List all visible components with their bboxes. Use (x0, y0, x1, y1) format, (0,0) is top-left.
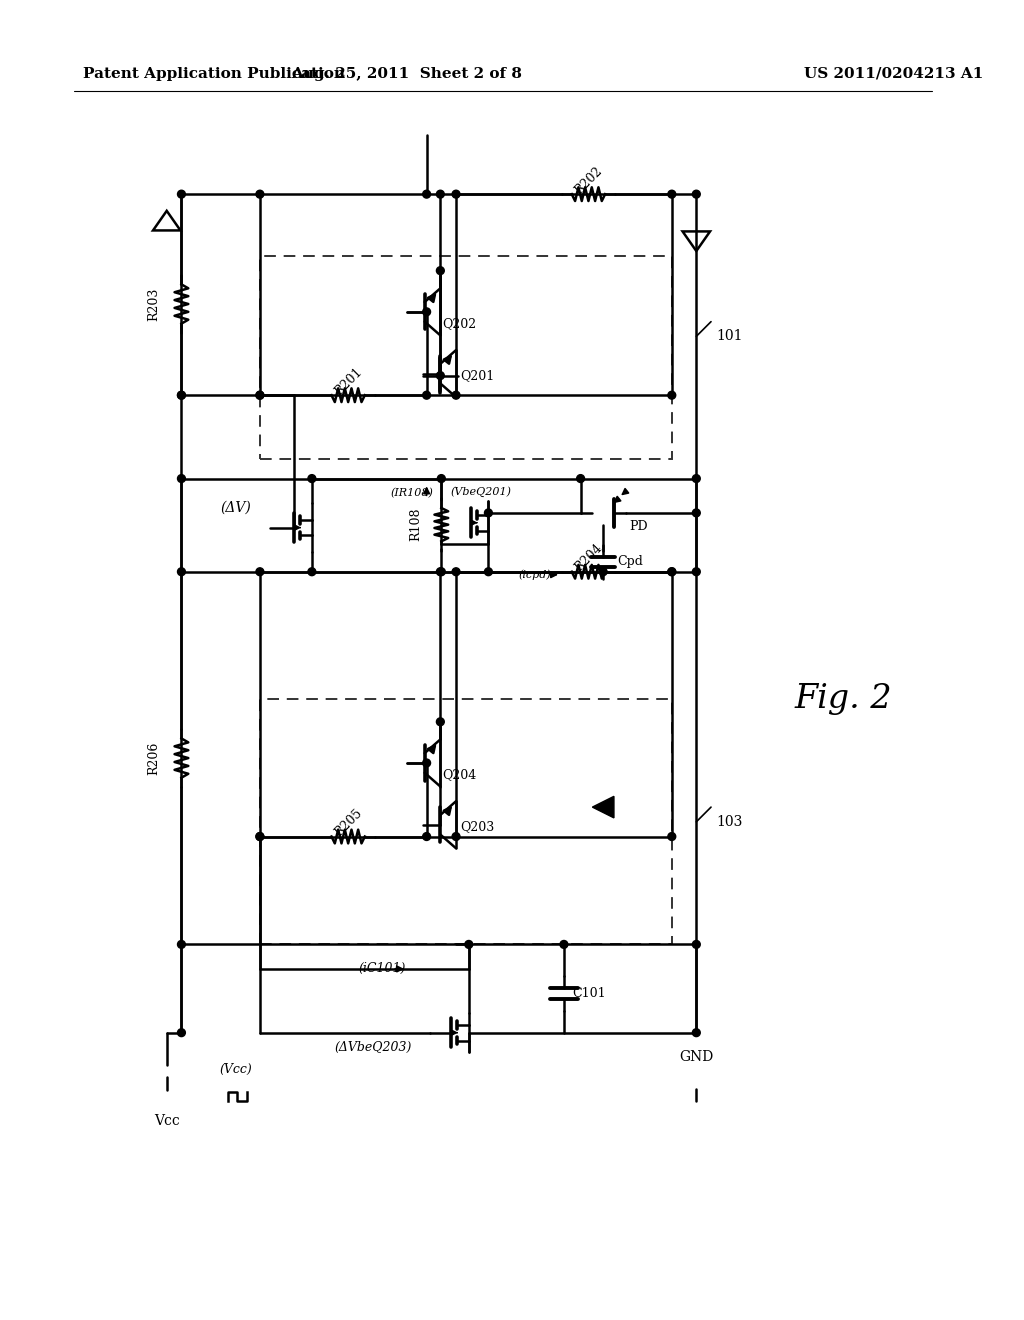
Circle shape (423, 391, 430, 399)
Text: US 2011/0204213 A1: US 2011/0204213 A1 (804, 66, 984, 81)
Text: PD: PD (630, 520, 648, 533)
Text: Q203: Q203 (460, 820, 495, 833)
Circle shape (465, 940, 473, 948)
Circle shape (256, 833, 264, 841)
Text: R202: R202 (572, 164, 605, 197)
Circle shape (437, 475, 445, 483)
Circle shape (437, 568, 445, 576)
Text: Vcc: Vcc (154, 1114, 179, 1129)
Text: (ΔV): (ΔV) (220, 502, 251, 515)
Text: Cpd: Cpd (616, 556, 643, 569)
Circle shape (453, 568, 460, 576)
Circle shape (256, 391, 264, 399)
Circle shape (177, 391, 185, 399)
Circle shape (692, 475, 700, 483)
Circle shape (692, 1028, 700, 1036)
Polygon shape (592, 796, 614, 818)
Text: (ΔVbeQ203): (ΔVbeQ203) (334, 1041, 412, 1053)
Circle shape (177, 475, 185, 483)
Circle shape (577, 475, 585, 483)
Text: R203: R203 (147, 288, 161, 321)
Circle shape (256, 568, 264, 576)
Text: R205: R205 (332, 807, 365, 840)
Text: (Vcc): (Vcc) (219, 1064, 252, 1076)
Text: Q204: Q204 (442, 768, 476, 781)
Bar (260, 256, 672, 459)
Circle shape (692, 510, 700, 517)
Circle shape (692, 568, 700, 576)
Circle shape (423, 190, 430, 198)
Text: Q201: Q201 (460, 370, 495, 381)
Circle shape (436, 190, 444, 198)
Circle shape (308, 568, 315, 576)
Circle shape (177, 568, 185, 576)
Circle shape (668, 190, 676, 198)
Circle shape (484, 510, 493, 517)
Circle shape (484, 568, 493, 576)
Circle shape (668, 391, 676, 399)
Text: C101: C101 (571, 987, 605, 1001)
Text: 101: 101 (716, 330, 742, 343)
Text: Fig. 2: Fig. 2 (795, 684, 892, 715)
Circle shape (256, 391, 264, 399)
Circle shape (453, 833, 460, 841)
Circle shape (256, 833, 264, 841)
Text: R108: R108 (410, 508, 422, 541)
Circle shape (436, 718, 444, 726)
Circle shape (668, 833, 676, 841)
Circle shape (423, 759, 430, 767)
Circle shape (436, 372, 444, 380)
Circle shape (453, 190, 460, 198)
Bar (260, 700, 672, 944)
Circle shape (668, 568, 676, 576)
Circle shape (453, 391, 460, 399)
Text: R201: R201 (332, 366, 365, 397)
Circle shape (692, 190, 700, 198)
Circle shape (177, 940, 185, 948)
Circle shape (436, 267, 444, 275)
Text: R206: R206 (147, 742, 161, 775)
Text: (VbeQ201): (VbeQ201) (451, 486, 511, 496)
Text: 103: 103 (716, 814, 742, 829)
Text: (icpd): (icpd) (518, 569, 551, 579)
Circle shape (423, 833, 430, 841)
Text: Aug. 25, 2011  Sheet 2 of 8: Aug. 25, 2011 Sheet 2 of 8 (292, 66, 522, 81)
Circle shape (256, 190, 264, 198)
Circle shape (668, 568, 676, 576)
Circle shape (177, 190, 185, 198)
Text: GND: GND (679, 1051, 714, 1064)
Circle shape (560, 940, 568, 948)
Text: R204: R204 (572, 541, 605, 574)
Circle shape (599, 568, 607, 576)
Circle shape (177, 391, 185, 399)
Circle shape (308, 475, 315, 483)
Circle shape (177, 1028, 185, 1036)
Text: Q202: Q202 (442, 317, 476, 330)
Text: (IR108): (IR108) (390, 488, 433, 499)
Circle shape (423, 308, 430, 315)
Circle shape (436, 568, 444, 576)
Text: Patent Application Publication: Patent Application Publication (83, 66, 345, 81)
Circle shape (692, 940, 700, 948)
Text: (iC101): (iC101) (358, 962, 407, 975)
